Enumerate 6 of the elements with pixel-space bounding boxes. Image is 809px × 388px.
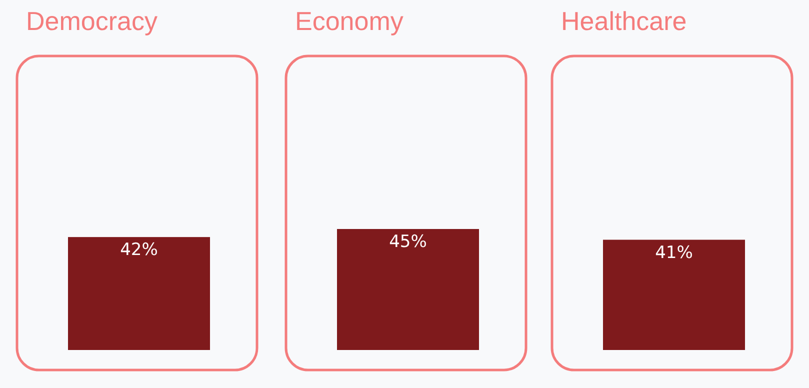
data-label: 45% (389, 232, 427, 252)
x-tick-label: Economy (295, 6, 404, 36)
x-tick-label: Democracy (26, 6, 158, 36)
data-label: 41% (655, 242, 693, 263)
data-label: 42% (120, 240, 158, 260)
x-tick-label: Healthcare (561, 6, 687, 36)
